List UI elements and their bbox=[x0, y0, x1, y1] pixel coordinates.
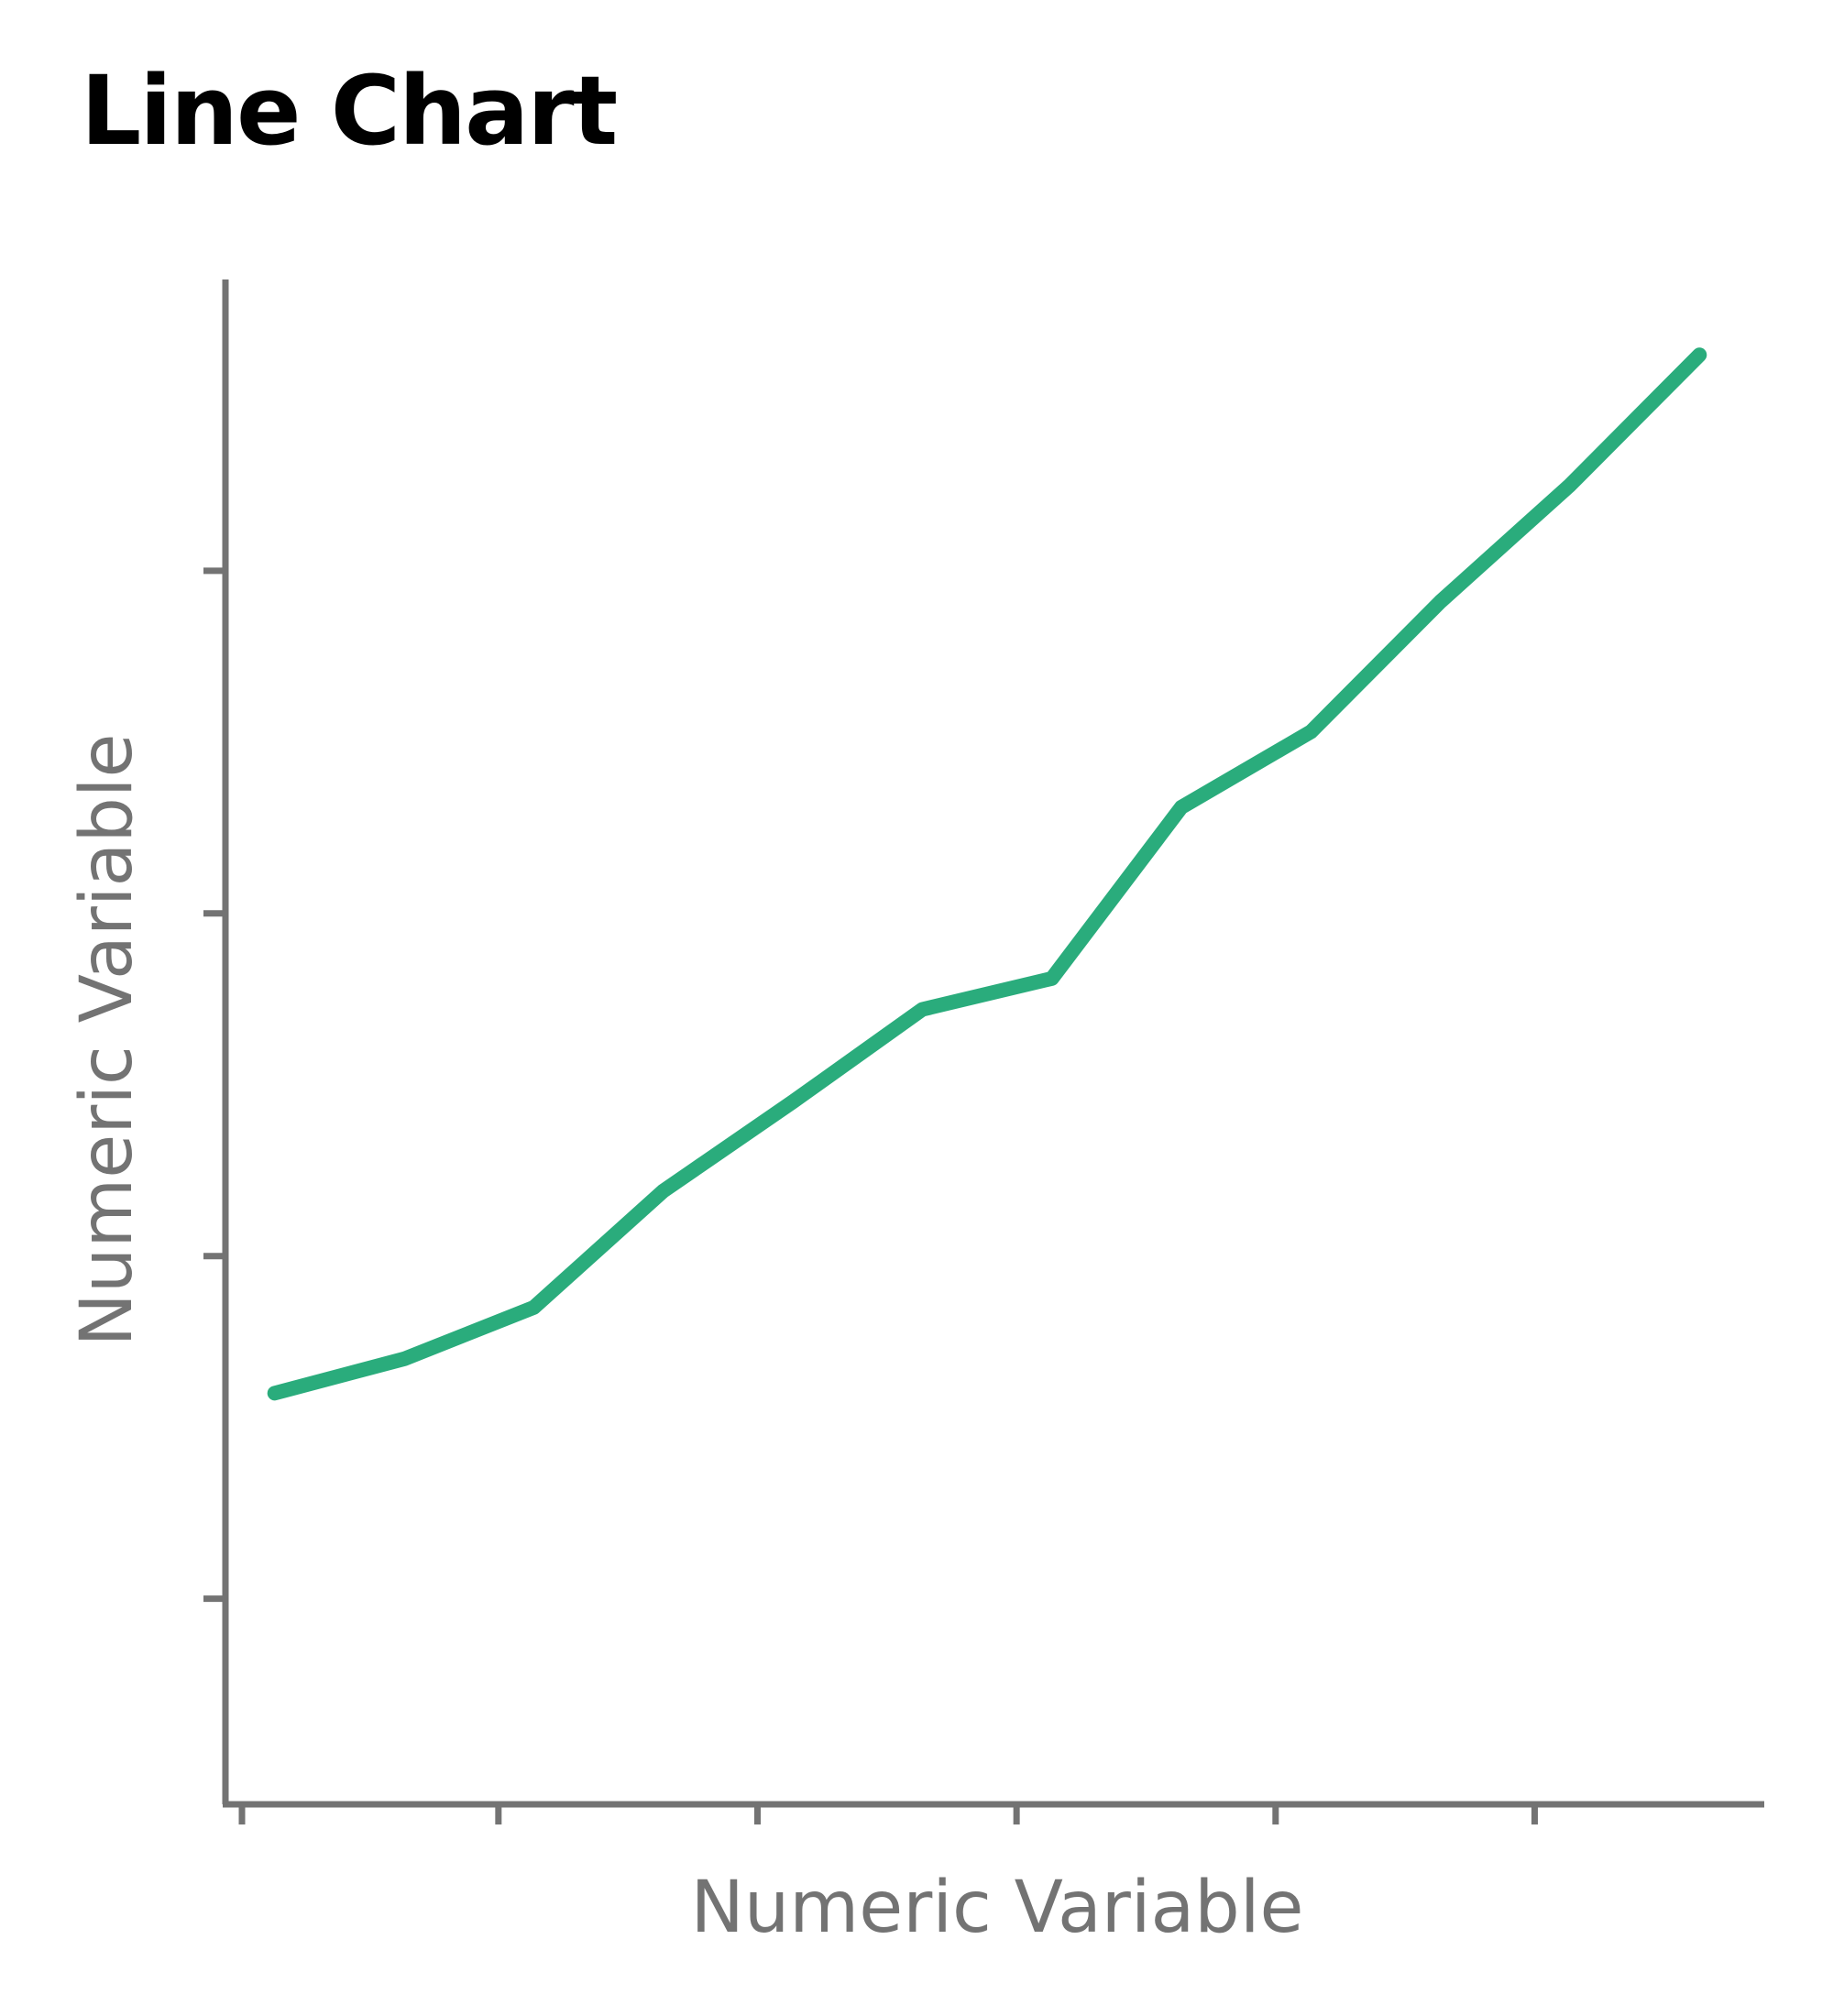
chart-title: Line Chart bbox=[81, 55, 618, 167]
series-layer bbox=[267, 347, 1707, 1401]
series-line-1 bbox=[267, 347, 1707, 1401]
x-axis-label: Numeric Variable bbox=[691, 1867, 1304, 1949]
y-axis-label: Numeric Variable bbox=[66, 734, 148, 1347]
axes bbox=[203, 279, 1764, 1824]
